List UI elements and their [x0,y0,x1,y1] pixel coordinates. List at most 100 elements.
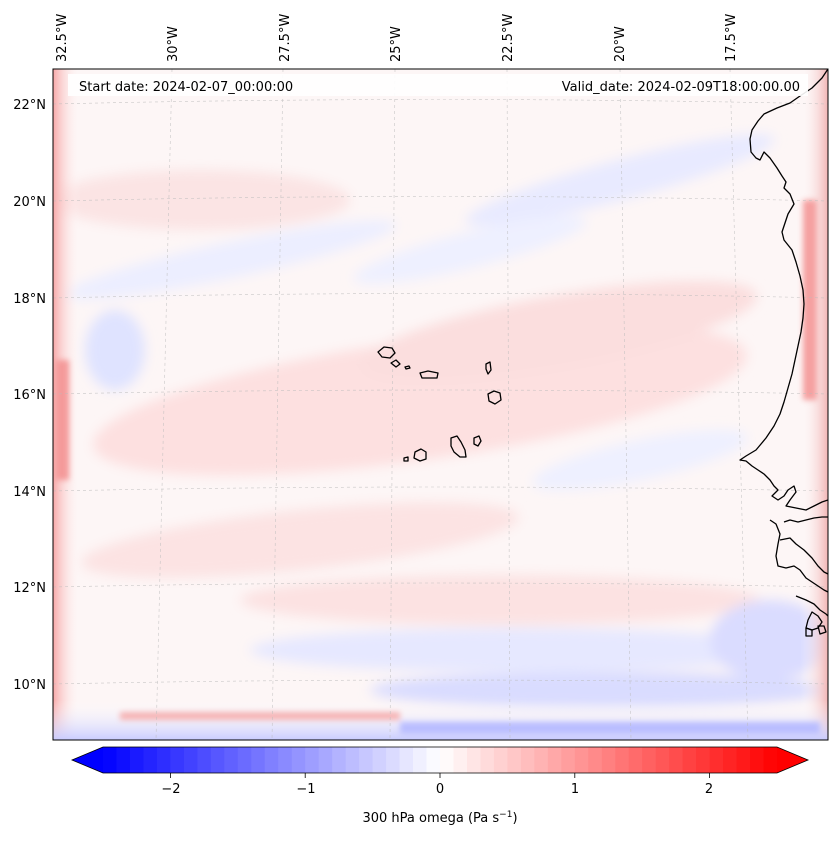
colorbar-segment [359,747,374,773]
map-panel [53,69,828,740]
colorbar-ticks [169,773,710,778]
colorbar-segment [278,747,293,773]
lat-label: 16°N [13,388,46,403]
parallel-gridline [53,99,828,105]
cbar-tick-label: 2 [705,782,713,797]
colorbar-segment [129,747,145,773]
lon-label: 32.5°W [55,14,70,62]
island-santa-luzia [404,365,411,370]
colorbar-segment [372,747,387,773]
parallel-gridline [53,293,828,299]
colorbar-segment [183,747,198,773]
lon-label: 17.5°W [724,14,739,62]
colorbar-label-close: ) [512,811,517,826]
meridian-gridline [155,69,173,740]
cbar-tick-label: 0 [436,782,444,797]
island-sao-nicolau [419,370,439,379]
colorbar-segment [480,747,495,773]
field-patch [63,220,397,300]
island-fogo [413,448,427,462]
field-patch [370,672,828,708]
field-patch [362,281,758,379]
colorbar-segment [723,747,738,773]
lon-label: 27.5°W [278,14,293,62]
colorbar-segment [291,747,306,773]
edge-band-right-red [803,200,817,400]
coastline [769,519,828,593]
meridian-gridline [729,69,749,740]
island-boa-vista [487,390,502,405]
colorbar-segment [103,747,118,773]
meridian-gridline [271,69,284,740]
valid-date-title: Valid_date: 2024-02-09T18:00:00.00 [562,80,800,95]
colorbar-segment [143,747,158,773]
parallel-gridline [53,389,828,395]
colorbar-segment [534,747,549,773]
coastline [805,627,813,637]
cbar-tick-label: −1 [296,782,315,797]
colorbar-segment [574,747,589,773]
lat-label: 20°N [13,195,46,210]
coastline [817,625,827,635]
meridian-gridline [389,69,396,740]
edge-band-bottom-blue [400,722,820,734]
lon-label: 20°W [613,26,628,62]
colorbar-extend-low [72,747,103,773]
field-patch [353,216,587,284]
colorbar-segment [440,747,455,773]
colorbar-segment [750,747,765,773]
field-patch [532,429,748,491]
coastline [795,595,828,617]
colorbar-segment [520,747,535,773]
colorbar-segment [264,747,279,773]
colorbar-segment [709,747,724,773]
colorbar-segment [466,747,482,773]
coastline [779,537,828,575]
lat-label: 14°N [13,485,46,500]
colorbar-label-exponent: −1 [499,810,512,820]
start-date-title: Start date: 2024-02-07_00:00:00 [79,80,293,95]
field-patch [93,324,747,476]
lon-label: 30°W [166,26,181,62]
parallel-gridline [53,486,828,492]
colorbar-segment [493,747,508,773]
colorbar-segment [547,747,562,773]
cbar-tick-label: −2 [161,782,180,797]
colorbar-segment [628,747,643,773]
colorbar-segment [332,747,347,773]
island-santo-antao [377,346,396,359]
colorbar-segment [655,747,670,773]
colorbar-segments [103,747,778,773]
field-patch [250,628,790,672]
colorbar: −2 −1 0 1 2 300 hPa omega (Pa s−1) [70,746,810,826]
colorbar-segment [642,747,657,773]
colorbar-tick-labels: −2 −1 0 1 2 [161,782,713,797]
omega-field [53,134,828,708]
edge-band-bottom-red [120,712,400,720]
colorbar-segment [197,747,212,773]
field-patch [85,310,145,390]
colorbar-segment [318,747,333,773]
colorbar-segment [669,747,684,773]
colorbar-segment [116,747,131,773]
colorbar-segment [210,747,225,773]
meridian-gridline [506,69,511,740]
colorbar-segment [170,747,185,773]
island-sal [485,361,492,375]
graticule [53,69,828,740]
colorbar-segment [237,747,252,773]
colorbar-segment [224,747,239,773]
lat-label: 10°N [13,678,46,693]
island-sao-vicente [390,359,401,368]
lat-label: 22°N [13,98,46,113]
meridian-gridline [619,69,632,740]
parallel-gridline [53,196,828,202]
field-patch [710,600,828,680]
field-patch [53,170,350,230]
colorbar-label-main: 300 hPa omega (Pa s [362,811,499,826]
colorbar-segment [588,747,603,773]
island-brava [403,456,409,462]
colorbar-segment [507,747,522,773]
colorbar-label: 300 hPa omega (Pa s−1) [362,810,517,826]
map-frame [52,68,829,741]
